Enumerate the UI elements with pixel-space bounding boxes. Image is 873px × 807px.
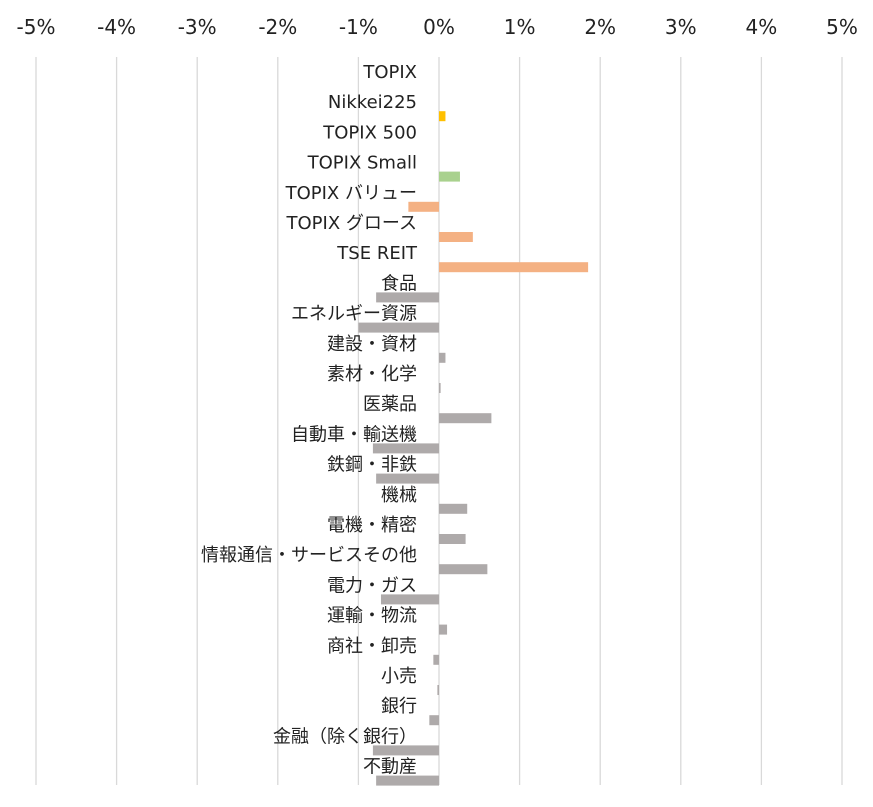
bar <box>439 564 488 575</box>
bar <box>439 413 492 424</box>
bar <box>439 383 441 393</box>
bar <box>439 232 473 242</box>
bar <box>433 654 439 665</box>
bar <box>439 534 466 544</box>
bar <box>408 201 439 212</box>
bar <box>439 171 460 182</box>
bar <box>372 443 439 454</box>
x-tick-label: -3% <box>178 15 217 39</box>
category-label: 鉄鋼・非鉄 <box>327 455 417 476</box>
x-tick-label: -2% <box>258 15 297 39</box>
x-tick-label: -5% <box>17 15 56 39</box>
x-tick-label: -1% <box>339 15 378 39</box>
category-label: 建設・資材 <box>327 334 417 355</box>
category-label: 情報通信・サービスその他 <box>201 545 417 566</box>
x-axis-tick-labels: -5% -4% -3% -2% -1% 0% 1% 2% 3% 4% 5% <box>17 15 858 39</box>
bar <box>439 111 446 122</box>
category-label: TOPIX バリュー <box>285 183 417 204</box>
bar <box>376 292 439 303</box>
category-label: 素材・化学 <box>327 364 417 385</box>
category-label: 運輸・物流 <box>327 606 417 627</box>
bar <box>376 775 439 786</box>
bar <box>380 594 439 605</box>
category-label: TOPIX <box>362 62 417 83</box>
category-label: 自動車・輸送機 <box>291 424 417 445</box>
bar <box>372 745 439 756</box>
bar <box>376 473 439 484</box>
category-label: TSE REIT <box>336 243 418 264</box>
category-label: 銀行 <box>381 696 417 717</box>
x-tick-label: 0% <box>423 15 455 39</box>
x-tick-label: 2% <box>584 15 616 39</box>
category-label: 医薬品 <box>363 394 417 415</box>
bar <box>358 322 439 333</box>
bar <box>437 685 439 695</box>
bar <box>429 715 439 726</box>
category-label: 小売 <box>381 666 417 687</box>
x-tick-label: 3% <box>665 15 697 39</box>
category-label: 食品 <box>381 273 417 294</box>
bars <box>358 111 589 786</box>
x-tick-label: 4% <box>746 15 778 39</box>
category-label: 電力・ガス <box>327 575 417 596</box>
bar <box>439 503 468 514</box>
bar <box>439 624 448 635</box>
category-label: 電機・精密 <box>327 515 417 536</box>
category-labels: TOPIX Nikkei225 TOPIX 500 TOPIX Small TOPIX … <box>201 62 418 778</box>
category-label: Nikkei225 <box>328 92 417 113</box>
category-label: 商社・卸売 <box>327 636 417 657</box>
category-label: 金融（除く銀行） <box>273 726 417 747</box>
bar <box>439 352 446 363</box>
category-label: TOPIX グロース <box>286 213 417 234</box>
x-tick-label: 5% <box>826 15 858 39</box>
category-label: TOPIX Small <box>307 153 417 174</box>
category-label: 不動産 <box>363 757 417 778</box>
category-label: 機械 <box>381 485 417 506</box>
x-tick-label: -4% <box>97 15 136 39</box>
category-label: TOPIX 500 <box>322 122 417 143</box>
x-tick-label: 1% <box>504 15 536 39</box>
bar <box>439 262 589 273</box>
category-label: エネルギー資源 <box>291 304 417 325</box>
